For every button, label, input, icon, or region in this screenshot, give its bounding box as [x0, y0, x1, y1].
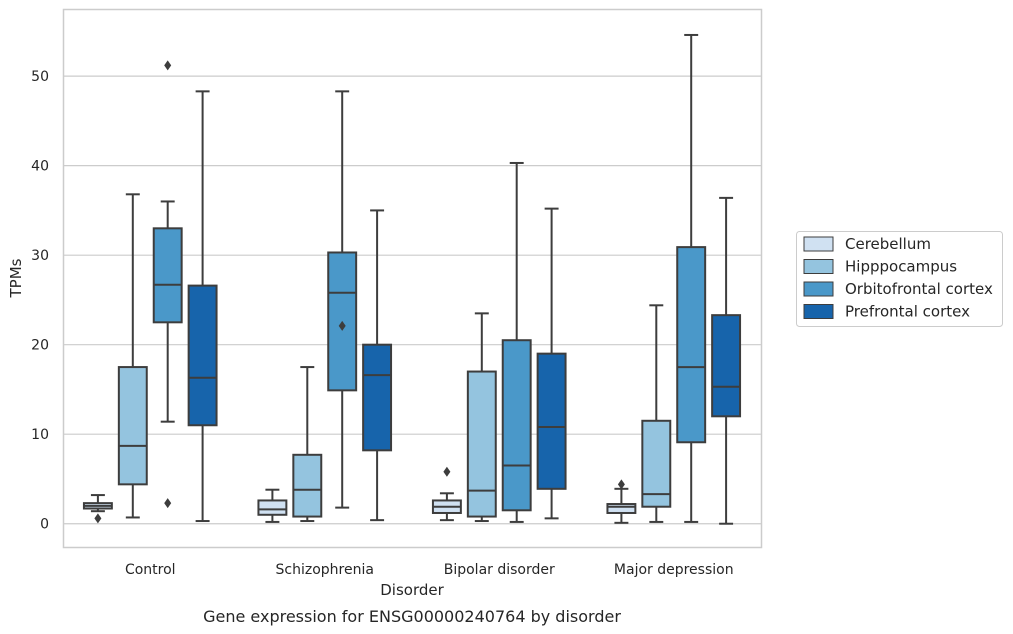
- box: [606, 503, 637, 514]
- legend-label: Orbitofrontal cortex: [845, 280, 993, 298]
- y-axis-title: TPMs: [7, 258, 25, 298]
- box: [152, 227, 183, 324]
- box: [187, 284, 218, 427]
- box: [536, 352, 567, 490]
- box: [711, 314, 742, 418]
- series-hipppocampus: [117, 193, 672, 523]
- box-plot: [711, 196, 742, 525]
- legend-label: Hipppocampus: [845, 258, 957, 276]
- box-plot: [117, 193, 148, 519]
- legend-label: Prefrontal cortex: [845, 303, 970, 321]
- y-tick-label: 30: [31, 248, 49, 264]
- outlier-point: [94, 513, 102, 524]
- box-plot: [327, 90, 358, 509]
- x-tick-label: Control: [125, 562, 176, 578]
- legend-frame: [796, 231, 1003, 327]
- box-series: [82, 33, 742, 525]
- box-plot: [292, 366, 323, 523]
- series-prefrontal-cortex: [187, 90, 742, 525]
- box-plot: [676, 33, 707, 523]
- legend-swatch: [803, 281, 834, 297]
- box: [676, 246, 707, 444]
- chart-caption: Gene expression for ENSG00000240764 by d…: [203, 607, 621, 626]
- outlier-point: [164, 498, 172, 509]
- box-plot: [431, 466, 462, 522]
- box: [641, 419, 672, 508]
- box: [117, 366, 148, 486]
- outlier-point: [338, 320, 346, 331]
- box-plot: [257, 488, 288, 523]
- box-plot: [187, 90, 218, 523]
- x-tick-label: Schizophrenia: [276, 562, 374, 578]
- outlier-point: [443, 466, 451, 477]
- x-tick-label: Bipolar disorder: [444, 562, 555, 578]
- y-tick-label: 40: [31, 159, 49, 175]
- legend-swatch: [803, 304, 834, 319]
- box: [501, 339, 532, 512]
- y-tick-label: 50: [31, 69, 49, 85]
- box-plot: [82, 494, 113, 524]
- box: [362, 343, 393, 452]
- y-tick-label: 20: [31, 338, 49, 354]
- box: [292, 453, 323, 518]
- legend-label: Cerebellum: [845, 235, 931, 253]
- box-plot: [152, 60, 183, 509]
- y-tick-labels: 0 10 20 30 40 50: [31, 69, 49, 533]
- x-axis-title: Disorder: [380, 581, 444, 599]
- box-plot: [606, 479, 637, 524]
- outlier-point: [617, 479, 625, 490]
- box: [466, 370, 497, 518]
- legend-swatch: [803, 259, 834, 274]
- box-plot: [641, 304, 672, 523]
- series-cerebellum: [82, 466, 637, 524]
- box-plot: [501, 161, 532, 523]
- y-tick-label: 10: [31, 427, 49, 443]
- box: [257, 499, 288, 516]
- legend-swatch: [803, 236, 834, 252]
- legend: Cerebellum Hipppocampus Orbitofrontal cort…: [796, 231, 1003, 327]
- series-orbitofrontal-cortex: [152, 33, 707, 523]
- y-tick-label: 0: [40, 517, 49, 533]
- box-plot: [362, 209, 393, 522]
- box-plot: [466, 312, 497, 523]
- box-plot: [536, 207, 567, 520]
- x-tick-labels: Control Schizophrenia Bipolar disorder Majo…: [125, 562, 734, 578]
- outlier-point: [164, 60, 172, 71]
- x-tick-label: Major depression: [614, 562, 734, 578]
